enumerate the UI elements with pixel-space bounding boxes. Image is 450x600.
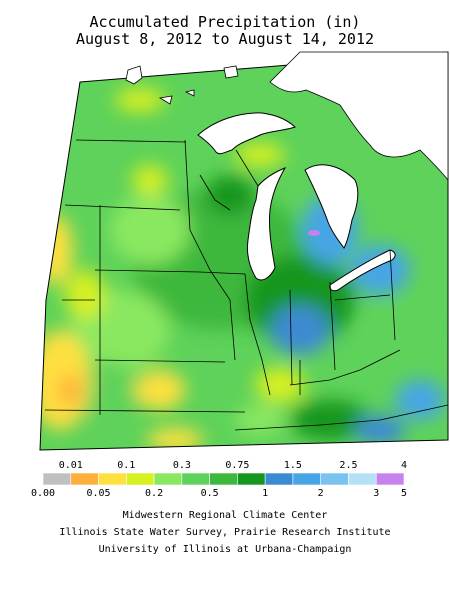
lake-huron [304,164,359,249]
legend-bottom-label: 5 [400,488,408,499]
canada-region [269,51,449,182]
legend-swatch [348,472,377,486]
legend-bottom-label: 0.00 [30,488,56,499]
legend-swatch [70,472,99,486]
legend-swatch [237,472,266,486]
legend-swatch [181,472,210,486]
legend-bottom-label: 0.5 [200,488,219,499]
legend-top-label: 0.75 [225,460,250,471]
great-lakes [197,112,396,292]
legend-color-bar [42,472,405,486]
lake-erie [329,249,396,292]
legend-swatch [320,472,349,486]
legend-swatch [264,472,294,486]
legend-top-label: 0.1 [117,460,136,471]
legend-swatch [292,472,321,486]
lake-superior [197,112,296,155]
northern-islands [125,65,239,105]
legend-bottom-label: 1 [262,488,269,499]
legend-swatch [209,472,238,486]
map-title-line1: Accumulated Precipitation (in) [89,13,361,31]
legend-swatch [126,472,155,486]
legend-top-label: 0.01 [58,460,83,471]
legend-bottom-label: 2 [317,488,324,499]
legend-swatch [98,472,127,486]
map-title-line2: August 8, 2012 to August 14, 2012 [75,30,374,48]
lake-michigan [247,166,287,281]
legend-top-label: 2.5 [339,460,358,471]
legend-top-label: 1.5 [283,460,302,471]
legend-bottom-label: 0.2 [145,488,164,499]
legend-bottom-label: 0.05 [86,488,111,499]
legend-top-label: 0.3 [172,460,191,471]
credit-line2: Illinois State Water Survey, Prairie Res… [59,527,391,538]
state-boundaries [44,139,449,431]
legend-top-label: 4 [400,460,408,471]
credit-line1: Midwestern Regional Climate Center [122,510,328,521]
legend-swatch [375,472,405,486]
legend-swatch [153,472,183,486]
legend-bottom-label: 3 [373,488,380,499]
credit-line3: University of Illinois at Urbana-Champai… [98,544,352,555]
legend-swatch [42,472,72,486]
